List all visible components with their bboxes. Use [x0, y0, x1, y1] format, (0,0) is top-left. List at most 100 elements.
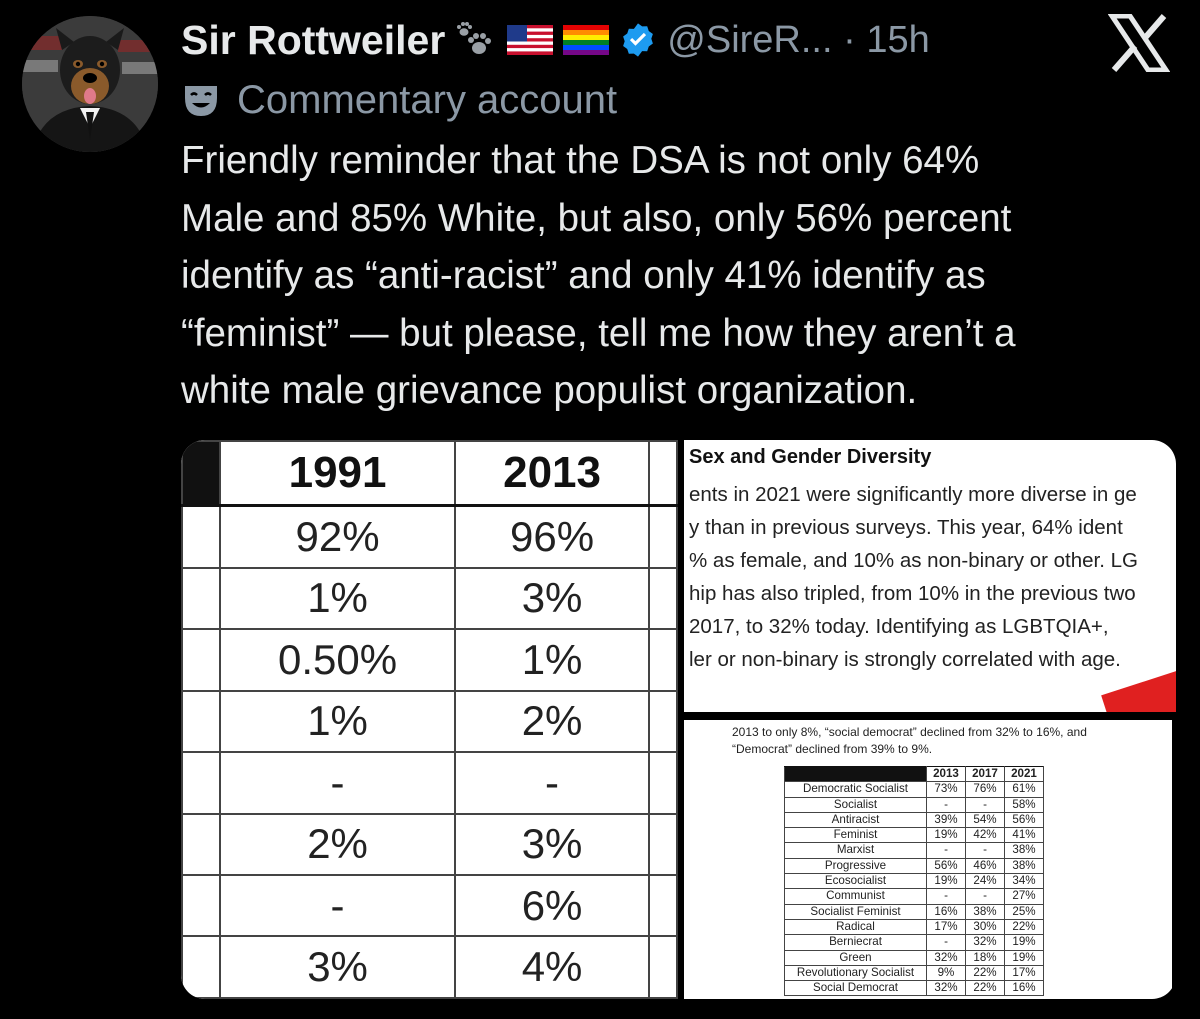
ideology-label: Berniecrat [784, 934, 927, 951]
ideology-value: 32% [926, 980, 966, 997]
table-cell: 1% [454, 628, 650, 692]
commentary-account-label: Commentary account [181, 76, 617, 124]
rottweiler-avatar-image [22, 16, 158, 152]
ideology-value: 17% [1004, 964, 1044, 982]
ideology-value: 34% [1004, 873, 1044, 890]
ideology-label: Green [784, 949, 927, 966]
table-row: -6% [181, 873, 678, 938]
table-tail-cell [648, 628, 678, 692]
table-stub-cell [181, 440, 221, 508]
verified-badge-icon[interactable] [619, 21, 657, 59]
ideology-value: 56% [926, 857, 966, 875]
ideology-value: 16% [1004, 980, 1044, 997]
author-name[interactable]: Sir Rottweiler [181, 16, 446, 63]
table-stub-cell [181, 689, 221, 754]
table-row: Marxist - -38% [784, 842, 1044, 859]
table-stub-cell [181, 812, 221, 876]
table-cell: 92% [218, 504, 457, 569]
table-cell: 3% [454, 812, 650, 876]
ideology-year-2013: 2013 [926, 765, 966, 783]
ideology-label: Antiracist [784, 811, 927, 829]
ideology-value: - [926, 888, 966, 905]
media-image-diversity-excerpt[interactable]: Sex and Gender Diversity ents in 2021 we… [684, 440, 1176, 712]
paw-prints-icon [457, 22, 492, 54]
commentary-account-text: Commentary account [237, 77, 618, 122]
table-cell: 2% [218, 812, 457, 876]
table-stub-cell [181, 504, 221, 569]
table-cell: 3% [218, 935, 457, 999]
media-image-demographics-table[interactable]: 1991 2013 92% 96% 1% 3% 0.50% 1% 1% 2% - -2% 3% -6% 3%… [181, 440, 678, 999]
table-tail-cell [648, 935, 678, 999]
table-cell: - [218, 751, 457, 815]
ideology-value: 22% [965, 980, 1005, 997]
us-flag-icon [507, 25, 554, 55]
ideology-year-2017: 2017 [965, 765, 1005, 783]
ideology-value: 25% [1004, 903, 1044, 920]
diversity-paragraph: ents in 2021 were significantly more div… [689, 483, 1138, 671]
ideology-label: Social Democrat [784, 980, 927, 997]
avatar[interactable] [22, 16, 158, 152]
tweet-media[interactable]: 1991 2013 92% 96% 1% 3% 0.50% 1% 1% 2% - -2% 3% -6% 3%… [181, 440, 1176, 999]
media-image-ideology-table[interactable]: 2013 to only 8%, “social democrat” decli… [684, 720, 1172, 999]
table-tail-cell [648, 812, 678, 876]
table-cell: 1% [218, 566, 457, 631]
x-logo-icon[interactable] [1108, 14, 1170, 72]
ideology-value: 61% [1004, 781, 1044, 798]
year-header-1991: 1991 [218, 440, 457, 508]
table-stub-cell [181, 935, 221, 999]
table-cell: 2% [454, 689, 650, 754]
ideology-value: 19% [1004, 949, 1044, 966]
table-row: 0.50% 1% [181, 628, 678, 692]
ideology-label: Radical [784, 918, 927, 936]
ideology-label: Ecosocialist [784, 873, 927, 890]
demographics-header-row: 1991 2013 [181, 440, 678, 508]
ideology-value: - [965, 842, 1005, 859]
ideology-value: 38% [1004, 857, 1044, 875]
ideology-value: 17% [926, 918, 966, 936]
ideology-caption: 2013 to only 8%, “social democrat” decli… [732, 725, 1087, 756]
ideology-table: 2013 2017 2021 Democratic Socialist 73% 76% 61… [784, 765, 1044, 997]
ideology-value: 73% [926, 781, 966, 798]
ideology-year-2021: 2021 [1004, 765, 1044, 783]
ideology-value: 54% [965, 811, 1005, 829]
ideology-value: 22% [965, 964, 1005, 982]
table-stub-cell [181, 566, 221, 631]
table-row: Ecosocialist 19% 24% 34% [784, 873, 1044, 890]
table-cell: 1% [218, 689, 457, 754]
table-row: Feminist 19% 42% 41% [784, 827, 1044, 844]
table-row: Progressive 56% 46% 38% [784, 857, 1044, 875]
tweet-text: Friendly reminder that the DSA is not on… [181, 139, 1016, 412]
table-tail-cell [648, 751, 678, 815]
ideology-value: 19% [926, 827, 966, 844]
table-row: 3% 4% [181, 935, 678, 999]
table-row: Socialist Feminist 16% 38% 25% [784, 903, 1044, 920]
ideology-label: Democratic Socialist [784, 781, 927, 798]
ideology-value: 9% [926, 964, 966, 982]
table-row: Democratic Socialist 73% 76% 61% [784, 781, 1044, 798]
table-cell: 0.50% [218, 628, 457, 692]
ideology-header-row: 2013 2017 2021 [784, 765, 1044, 783]
table-cell: 3% [454, 566, 650, 631]
table-cell: - [218, 873, 457, 938]
ideology-value: 46% [965, 857, 1005, 875]
ideology-value: - [965, 796, 1005, 813]
ideology-value: 58% [1004, 796, 1044, 813]
table-row: Radical 17% 30% 22% [784, 918, 1044, 936]
ideology-value: - [926, 934, 966, 951]
ideology-value: 56% [1004, 811, 1044, 829]
table-stub-cell [181, 873, 221, 938]
ideology-label: Progressive [784, 857, 927, 875]
ideology-value: 18% [965, 949, 1005, 966]
diversity-section-title: Sex and Gender Diversity [689, 446, 932, 468]
demographics-table: 1991 2013 92% 96% 1% 3% 0.50% 1% 1% 2% - -2% 3% -6% 3%… [181, 440, 678, 999]
ideology-value: 76% [965, 781, 1005, 798]
table-row: 1% 3% [181, 566, 678, 631]
ideology-value: 22% [1004, 918, 1044, 936]
table-row: Green 32% 18% 19% [784, 949, 1044, 966]
table-row: Berniecrat -32% 19% [784, 934, 1044, 951]
red-logo-corner [1101, 670, 1176, 712]
ideology-value: - [965, 888, 1005, 905]
handle-timestamp[interactable]: @SireR... · 15h [667, 18, 930, 61]
table-tail-cell [648, 689, 678, 754]
ideology-value: 24% [965, 873, 1005, 890]
